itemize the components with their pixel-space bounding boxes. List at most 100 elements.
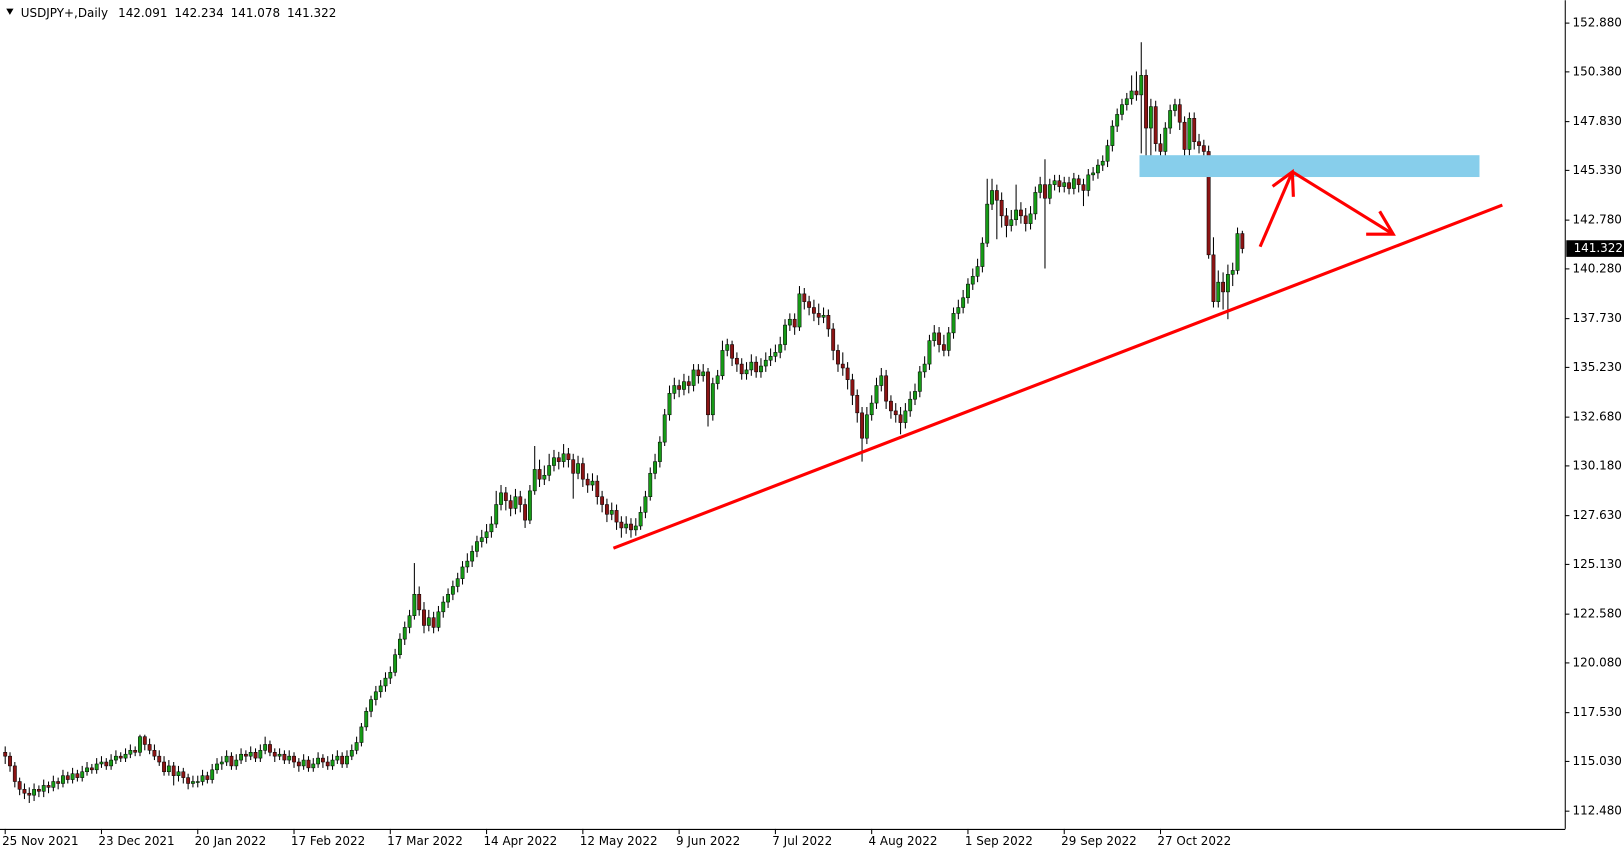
candle-body <box>191 781 195 784</box>
arrow-up <box>1258 171 1294 248</box>
candle-body <box>884 375 889 402</box>
candle-body <box>879 375 884 386</box>
y-tick-label: 132.680 <box>1573 410 1622 424</box>
candle-body <box>311 763 316 769</box>
x-tick-label: 29 Sep 2022 <box>1061 834 1137 848</box>
symbol-title: USDJPY+,Daily <box>21 5 108 19</box>
candle-body <box>990 190 994 205</box>
candle-body <box>32 789 37 796</box>
candle-body <box>292 755 296 763</box>
candle-body <box>27 792 32 796</box>
candle-body <box>316 757 321 765</box>
candle-body <box>975 266 980 277</box>
candle-body <box>783 324 787 345</box>
candle-body <box>1023 215 1028 224</box>
candle-body <box>186 777 191 784</box>
candle-body <box>869 402 874 416</box>
candle-body <box>349 750 354 757</box>
candle-body <box>1197 141 1201 146</box>
candle-body <box>85 767 89 773</box>
candle-body <box>1038 184 1043 193</box>
candle-body <box>56 781 61 784</box>
candle-body <box>523 504 528 521</box>
candle-body <box>951 313 956 334</box>
candle-body <box>816 313 821 318</box>
candle-body <box>470 551 475 562</box>
candle-body <box>792 318 797 328</box>
candle-body <box>499 492 503 505</box>
candle-body <box>1057 180 1062 187</box>
candle-body <box>61 775 65 784</box>
candle-body <box>600 496 605 505</box>
candle-body <box>1067 182 1071 189</box>
candle-body <box>12 765 17 782</box>
candle-body <box>657 441 662 462</box>
candle-body <box>638 512 643 527</box>
candle-body <box>898 414 903 423</box>
candle-body <box>715 375 720 384</box>
candle-body <box>826 315 831 330</box>
candle-body <box>113 755 118 761</box>
candle-body <box>75 773 80 778</box>
candle-body <box>802 293 807 302</box>
candle-body <box>446 593 450 603</box>
candle-body <box>94 763 99 771</box>
candle-body <box>682 381 686 390</box>
candle-body <box>1115 114 1120 127</box>
candle-body <box>1033 192 1038 215</box>
candle-body <box>532 469 537 492</box>
candle-body <box>667 393 672 416</box>
candle-body <box>489 523 494 533</box>
candle-body <box>373 691 378 700</box>
candles <box>3 42 1245 803</box>
candle-body <box>614 510 619 523</box>
candle-body <box>441 601 446 613</box>
candle-body <box>845 367 850 380</box>
candle-body <box>629 523 633 531</box>
candle-body <box>465 560 470 568</box>
candle-body <box>893 410 898 416</box>
candle-body <box>985 203 990 244</box>
candle-body <box>383 677 388 687</box>
y-tick-label: 147.830 <box>1573 114 1622 128</box>
candle-body <box>181 771 186 778</box>
candle-body <box>850 379 855 396</box>
candle-body <box>224 755 229 763</box>
candle-body <box>277 753 282 757</box>
candle-body <box>773 352 778 357</box>
candle-body <box>749 361 754 371</box>
x-tick-label: 17 Feb 2022 <box>291 834 365 848</box>
candle-body <box>653 461 657 474</box>
candle-body <box>426 617 431 626</box>
candle-body <box>340 755 345 765</box>
candle-body <box>157 755 162 763</box>
candle-body <box>1221 281 1226 293</box>
candle-body <box>1076 178 1081 185</box>
candle-body <box>1177 104 1182 123</box>
candle-body <box>460 566 465 579</box>
candle-body <box>320 757 325 763</box>
candle-body <box>961 297 966 308</box>
y-tick-label: 127.630 <box>1573 508 1622 522</box>
candle-body <box>200 775 205 782</box>
candle-body <box>99 761 104 765</box>
candle-body <box>1105 145 1110 162</box>
projection-arrows <box>1258 168 1396 248</box>
axes: 152.880 150.380 147.830 145.330 142.780 140.2… <box>2 16 1624 848</box>
candle-body <box>36 789 41 792</box>
candle-body <box>128 750 133 755</box>
candle-body <box>479 537 484 542</box>
candle-body <box>744 369 749 375</box>
candle-body <box>797 293 802 328</box>
x-tick-label: 23 Dec 2021 <box>98 834 174 848</box>
candle-body <box>576 463 580 474</box>
y-tick-label: 117.530 <box>1573 705 1622 719</box>
price-tag <box>1566 240 1624 257</box>
candle-body <box>162 761 166 773</box>
candle-body <box>398 638 402 655</box>
candle-body <box>946 332 951 351</box>
candle-body <box>1168 110 1173 129</box>
candle-body <box>325 761 330 767</box>
candle-body <box>176 771 181 776</box>
